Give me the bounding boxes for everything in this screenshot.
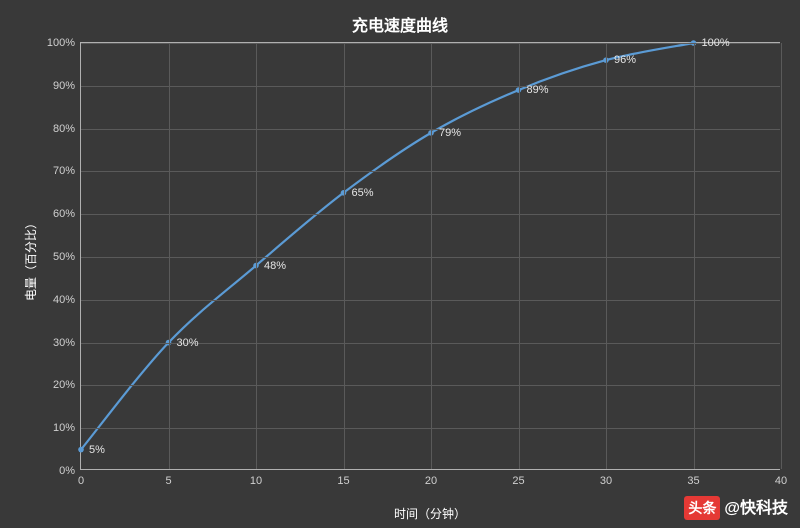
y-tick-label: 70% xyxy=(53,165,81,177)
y-tick-label: 10% xyxy=(53,422,81,434)
gridline-v xyxy=(694,43,695,469)
data-label: 5% xyxy=(89,444,105,456)
data-label: 79% xyxy=(439,127,461,139)
x-tick-label: 5 xyxy=(165,469,171,487)
data-label: 89% xyxy=(527,84,549,96)
gridline-v xyxy=(344,43,345,469)
data-marker xyxy=(78,447,84,453)
x-axis-label: 时间（分钟） xyxy=(80,505,780,522)
gridline-v xyxy=(519,43,520,469)
data-label: 96% xyxy=(614,54,636,66)
y-tick-label: 50% xyxy=(53,251,81,263)
y-tick-label: 100% xyxy=(47,37,81,49)
gridline-v xyxy=(169,43,170,469)
chart-title: 充电速度曲线 xyxy=(0,12,800,36)
y-tick-label: 20% xyxy=(53,379,81,391)
y-tick-label: 80% xyxy=(53,123,81,135)
y-tick-label: 90% xyxy=(53,80,81,92)
x-tick-label: 10 xyxy=(250,469,262,487)
y-tick-label: 40% xyxy=(53,294,81,306)
x-tick-label: 30 xyxy=(600,469,612,487)
data-label: 100% xyxy=(702,37,730,49)
watermark-text: @快科技 xyxy=(724,500,788,517)
x-tick-label: 25 xyxy=(512,469,524,487)
y-tick-label: 60% xyxy=(53,208,81,220)
y-axis-label: 电量（百分比） xyxy=(22,217,39,301)
chart-container: 充电速度曲线 电量（百分比） 时间（分钟） 0%10%20%30%40%50%6… xyxy=(0,0,800,528)
data-label: 30% xyxy=(177,337,199,349)
series-line xyxy=(81,43,694,450)
data-label: 48% xyxy=(264,260,286,272)
gridline-v xyxy=(256,43,257,469)
x-tick-label: 40 xyxy=(775,469,787,487)
x-tick-label: 0 xyxy=(78,469,84,487)
gridline-v xyxy=(606,43,607,469)
y-tick-label: 30% xyxy=(53,337,81,349)
gridline-v xyxy=(781,43,782,469)
x-tick-label: 15 xyxy=(337,469,349,487)
x-tick-label: 20 xyxy=(425,469,437,487)
x-tick-label: 35 xyxy=(687,469,699,487)
data-label: 65% xyxy=(352,187,374,199)
watermark-logo: 头条 xyxy=(684,496,720,520)
gridline-v xyxy=(431,43,432,469)
watermark: 头条@快科技 xyxy=(684,494,788,520)
plot-area: 0%10%20%30%40%50%60%70%80%90%100%0510152… xyxy=(80,42,780,470)
